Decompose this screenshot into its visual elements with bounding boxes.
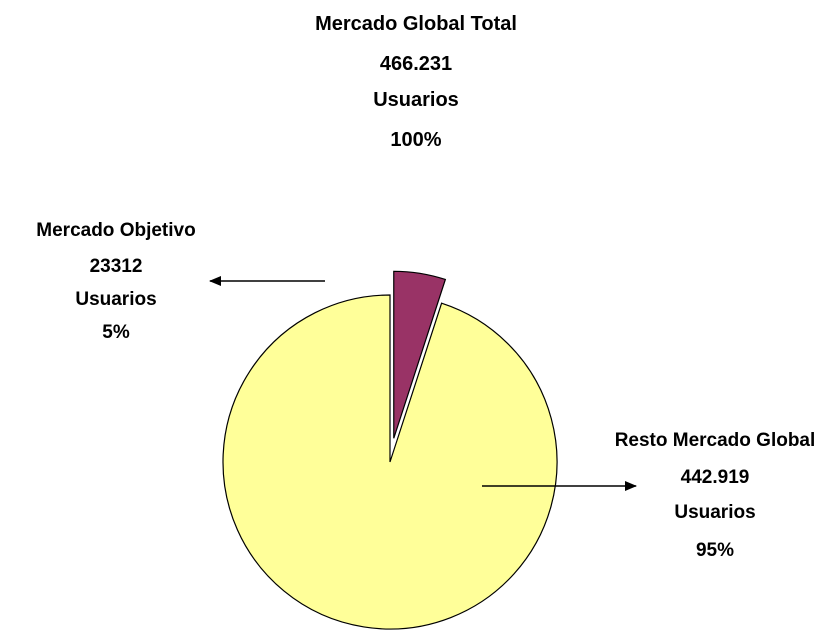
slice-label-unit: Usuarios (674, 502, 755, 523)
slice-label-value: 23312 (90, 256, 143, 277)
pie-slice-resto-mercado-global (222, 294, 558, 630)
slice-label-value: 442.919 (681, 467, 750, 488)
slice-label-name: Resto Mercado Global (615, 430, 816, 451)
chart-title: Mercado Global Total 466.231 Usuarios 10… (315, 13, 517, 151)
slice-label-percent: 5% (102, 322, 130, 343)
slice-label-mercado-objetivo: Mercado Objetivo 23312 Usuarios 5% (36, 220, 325, 343)
title-line-total: 466.231 (380, 53, 452, 75)
slice-label-resto-mercado-global: Resto Mercado Global 442.919 Usuarios 95… (482, 430, 815, 561)
title-line-unit: Usuarios (373, 89, 459, 111)
slice-label-percent: 95% (696, 540, 734, 561)
pie-slice-mercado-objetivo (393, 270, 447, 439)
pie-slices (222, 270, 558, 630)
title-line-name: Mercado Global Total (315, 13, 517, 35)
title-line-percent: 100% (390, 129, 441, 151)
slice-label-name: Mercado Objetivo (36, 220, 195, 241)
slice-label-unit: Usuarios (75, 289, 156, 310)
